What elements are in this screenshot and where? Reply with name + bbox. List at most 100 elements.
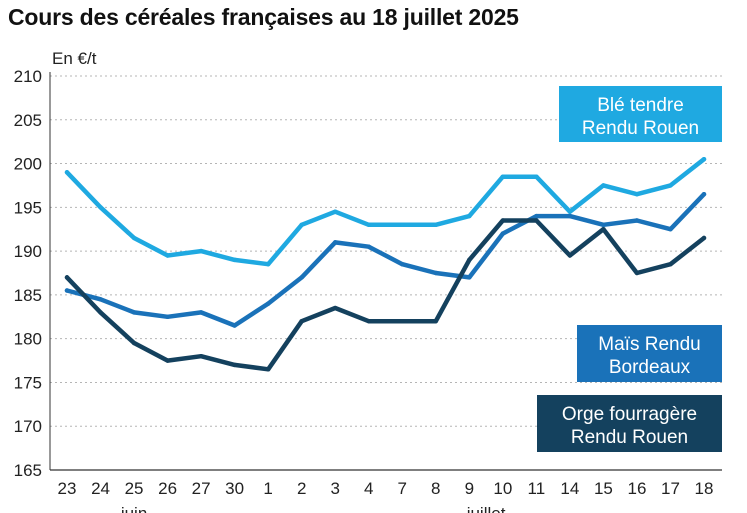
- data-point: [701, 156, 707, 162]
- data-point: [567, 253, 573, 258]
- data-point: [333, 240, 338, 245]
- x-tick-label: 2: [297, 479, 306, 498]
- data-point: [265, 262, 271, 267]
- series-line-mais-rendu-bordeaux: [64, 191, 707, 328]
- data-point: [500, 231, 506, 236]
- data-point: [232, 323, 237, 328]
- data-point: [265, 301, 271, 306]
- series-line-ble-tendre-rendu-rouen: [64, 156, 707, 267]
- data-point: [668, 227, 673, 232]
- data-point: [668, 262, 673, 267]
- y-tick-label: 180: [14, 330, 42, 349]
- data-point: [433, 270, 438, 276]
- y-tick-label: 195: [14, 198, 42, 217]
- data-point: [98, 310, 103, 315]
- x-tick-label: 1: [263, 479, 272, 498]
- data-point: [333, 305, 338, 311]
- legend-box-background: [559, 86, 722, 142]
- data-point: [433, 318, 438, 324]
- data-point: [131, 310, 137, 315]
- data-point: [198, 353, 204, 359]
- x-tick-label: 17: [661, 479, 680, 498]
- data-point: [64, 170, 70, 175]
- x-tick-label: 11: [528, 479, 546, 498]
- y-tick-label: 170: [14, 417, 42, 436]
- x-tick-label: 30: [225, 479, 244, 498]
- data-point: [299, 275, 304, 280]
- data-point: [467, 213, 472, 219]
- legend-label: Bordeaux: [609, 357, 691, 378]
- x-tick-label: 25: [125, 479, 144, 498]
- data-point: [601, 227, 606, 232]
- data-point: [467, 257, 472, 263]
- data-point: [500, 174, 506, 179]
- data-point: [534, 213, 539, 219]
- data-point: [64, 288, 70, 293]
- data-point: [131, 235, 137, 241]
- data-point: [165, 358, 170, 363]
- legend-label: Maïs Rendu: [598, 334, 700, 355]
- series-line-orge-fourragere-rendu-rouen: [64, 218, 707, 372]
- chart-title: Cours des céréales françaises au 18 juil…: [8, 4, 519, 30]
- legend-box-background: [577, 325, 722, 382]
- x-tick-label: 24: [91, 479, 110, 498]
- data-point: [198, 248, 204, 254]
- data-point: [333, 209, 338, 214]
- x-tick-label: 14: [560, 479, 579, 498]
- legend-box-background: [537, 395, 722, 452]
- data-point: [400, 262, 405, 267]
- data-point: [701, 235, 707, 241]
- data-point: [165, 253, 170, 258]
- legend-label: Rendu Rouen: [582, 118, 699, 139]
- y-tick-label: 165: [14, 461, 42, 480]
- data-point: [601, 183, 606, 188]
- data-point: [366, 244, 371, 249]
- data-point: [265, 367, 271, 372]
- data-point: [131, 340, 137, 346]
- x-tick-label: 8: [431, 479, 440, 498]
- data-point: [701, 192, 707, 197]
- y-tick-label: 200: [14, 155, 42, 174]
- data-point: [567, 209, 573, 214]
- x-tick-label: 26: [158, 479, 177, 498]
- x-tick-label: 23: [58, 479, 77, 498]
- data-point: [534, 218, 539, 223]
- x-month-label: juin: [120, 504, 147, 513]
- data-point: [232, 362, 237, 368]
- data-point: [98, 205, 103, 210]
- x-month-label: juillet: [466, 504, 506, 513]
- x-tick-label: 10: [493, 479, 512, 498]
- data-point: [198, 310, 204, 315]
- data-point: [500, 218, 506, 223]
- data-point: [366, 222, 371, 228]
- data-point: [400, 222, 405, 228]
- data-point: [668, 183, 673, 188]
- data-point: [634, 192, 640, 197]
- data-point: [567, 213, 573, 219]
- y-tick-label: 185: [14, 286, 42, 305]
- legend-label: Orge fourragère: [562, 404, 697, 425]
- gridlines: [50, 75, 722, 427]
- data-point: [634, 218, 640, 223]
- legend-label: Rendu Rouen: [571, 427, 688, 448]
- data-point: [634, 270, 640, 276]
- y-axis-unit-label: En €/t: [52, 49, 97, 68]
- data-point: [366, 318, 371, 324]
- data-point: [232, 257, 237, 263]
- x-tick-label: 4: [364, 479, 373, 498]
- x-tick-label: 15: [594, 479, 613, 498]
- y-tick-label: 190: [14, 242, 42, 261]
- series-lines: [64, 156, 707, 372]
- x-tick-label: 3: [330, 479, 339, 498]
- data-point: [433, 222, 438, 228]
- x-tick-label: 7: [398, 479, 407, 498]
- data-point: [64, 275, 70, 280]
- x-tick-label: 27: [192, 479, 211, 498]
- x-tick-label: 16: [627, 479, 646, 498]
